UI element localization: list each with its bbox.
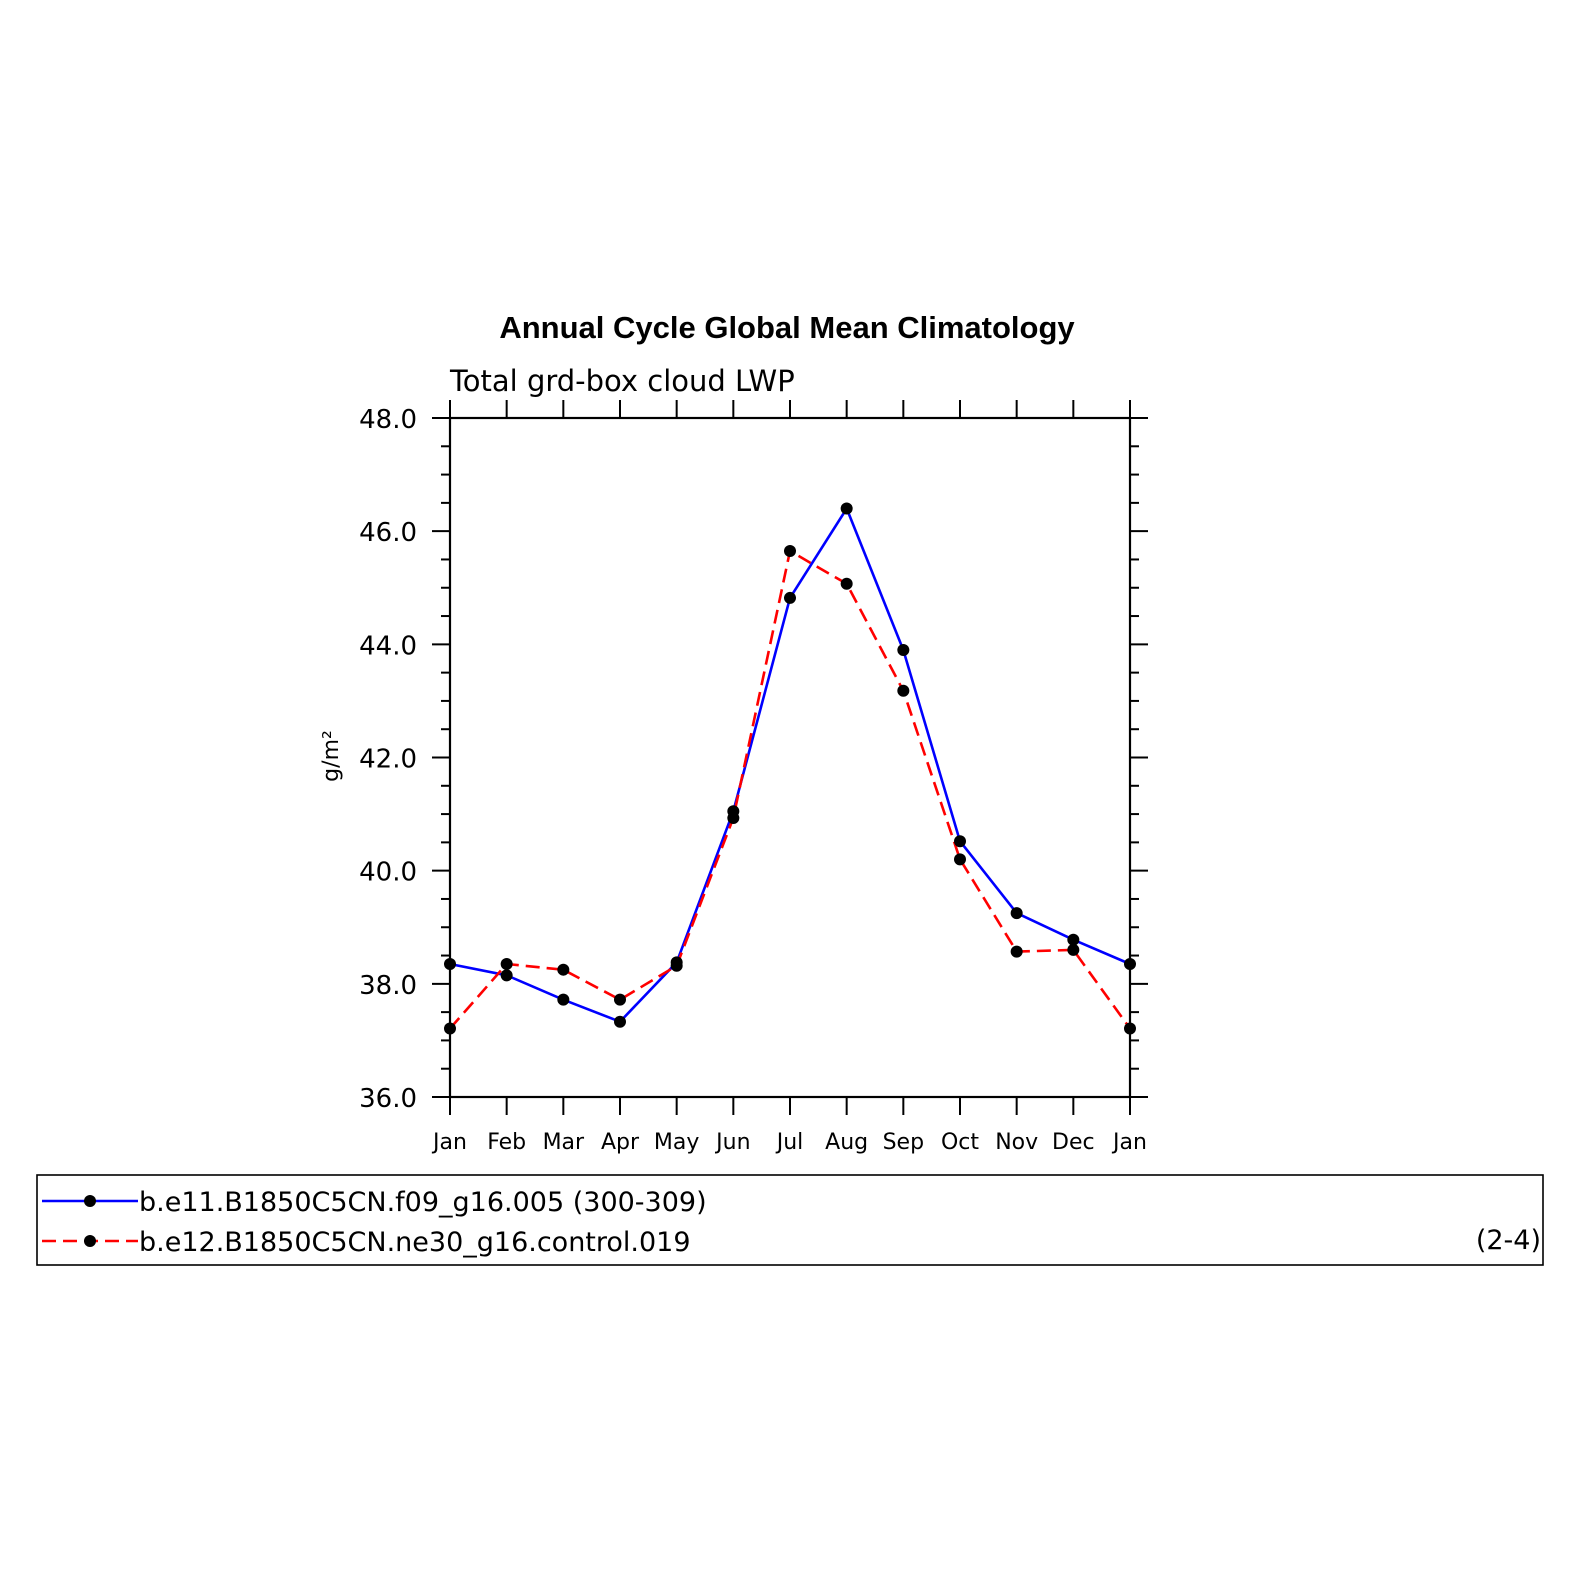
series-1-point [840, 502, 853, 515]
y-tick-label: 48.0 [359, 405, 417, 435]
x-tick-label: Jul [775, 1130, 804, 1155]
x-tick-label: Apr [601, 1130, 640, 1155]
series-1-point [1067, 933, 1080, 946]
chart-title: Annual Cycle Global Mean Climatology [499, 310, 1075, 345]
series-2-point [1124, 1022, 1136, 1035]
series-2-point [784, 544, 796, 557]
y-tick-label: 40.0 [359, 858, 417, 888]
series-1-point [557, 993, 570, 1006]
series-1-point [1124, 958, 1136, 971]
x-tick-label: Mar [543, 1130, 585, 1155]
legend-box [36, 1174, 1544, 1266]
x-tick-label: Aug [825, 1130, 868, 1155]
series-2-point [670, 959, 683, 972]
series-layer [444, 502, 1136, 1035]
x-tick-label: Nov [995, 1130, 1038, 1155]
legend-entries: b.e11.B1850C5CN.f09_g16.005 (300-309) b.e… [42, 1187, 707, 1258]
chart-subtitle: Total grd-box cloud LWP [449, 364, 795, 398]
x-tick-label: Jun [714, 1130, 750, 1155]
x-tick-label: Jan [1111, 1130, 1147, 1155]
series-1-point [1010, 907, 1023, 920]
y-ticks: 36.0 38.0 40.0 42.0 44.0 46.0 48.0 [359, 405, 1148, 1114]
series-2-point [840, 577, 853, 590]
y-tick-label: 42.0 [359, 745, 417, 775]
series-2-point [1010, 945, 1023, 958]
legend-label-1: b.e11.B1850C5CN.f09_g16.005 (300-309) [139, 1187, 707, 1218]
legend-label-2: b.e12.B1850C5CN.ne30_g16.control.019 [139, 1227, 691, 1258]
series-2-point [500, 958, 513, 971]
series-2-point [954, 853, 966, 866]
series-line-2 [449, 549, 1132, 1030]
series-1-point [614, 1015, 626, 1028]
y-tick-label: 46.0 [359, 518, 417, 548]
series-1-point [897, 643, 910, 656]
series-1-point [444, 958, 456, 971]
legend: b.e11.B1850C5CN.f09_g16.005 (300-309) b.e… [36, 1174, 1544, 1266]
x-tick-label: May [654, 1130, 699, 1155]
x-tick-label: Sep [883, 1130, 924, 1155]
x-tick-label: Feb [487, 1130, 526, 1155]
legend-note: (2-4) [1476, 1225, 1541, 1256]
x-ticks: Jan Feb Mar Apr May Jun Jul Aug Sep Oct Nov Dec Jan [431, 400, 1147, 1155]
y-tick-label: 36.0 [359, 1084, 417, 1114]
legend-marker-1 [84, 1195, 96, 1207]
y-tick-label: 38.0 [359, 971, 417, 1001]
series-2-point [897, 684, 910, 697]
y-axis-label: g/m² [319, 730, 344, 782]
y-tick-label: 44.0 [359, 631, 417, 661]
series-1-point [500, 969, 513, 982]
series-2-point [557, 963, 570, 976]
series-2-point [1067, 943, 1080, 956]
series-2-point [444, 1022, 456, 1035]
x-tick-label: Jan [431, 1130, 467, 1155]
series-1-point [954, 835, 966, 848]
x-tick-label: Dec [1052, 1130, 1095, 1155]
series-1-point [784, 591, 796, 604]
x-tick-label: Oct [941, 1130, 979, 1155]
legend-marker-2 [84, 1235, 96, 1247]
series-2-point [614, 993, 626, 1006]
series-line-1 [449, 507, 1131, 1024]
series-2-point [727, 812, 740, 825]
